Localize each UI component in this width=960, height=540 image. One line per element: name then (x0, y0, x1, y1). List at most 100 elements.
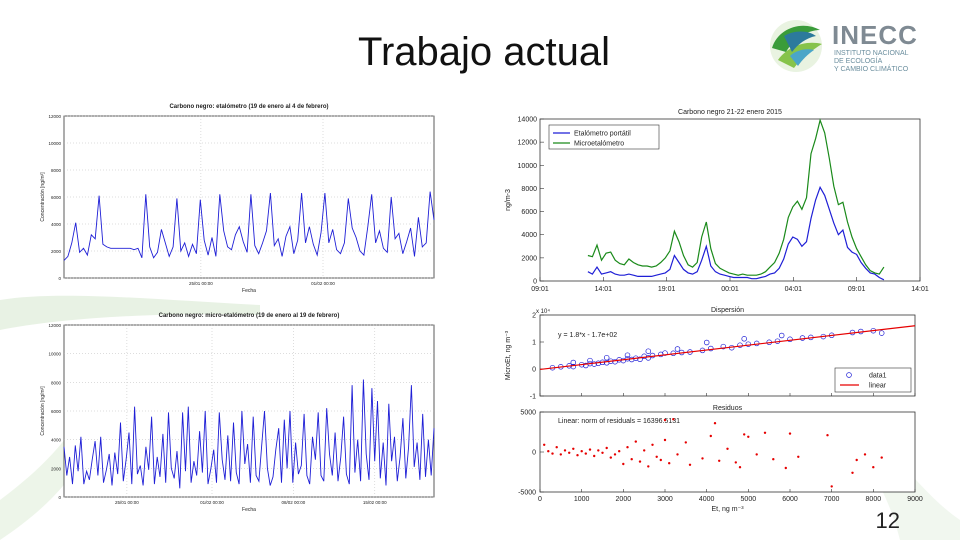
residual-point (709, 434, 712, 438)
y-tick-label: 4000 (521, 232, 537, 239)
residual-point (626, 446, 629, 449)
residual-point (609, 456, 612, 459)
residual-point (622, 462, 625, 466)
y-tick-label: 2000 (51, 466, 62, 471)
scatter-point (570, 359, 577, 366)
logo-line-2: DE ECOLOGÍA (834, 58, 883, 65)
y-axis-label: Concentración [ng/m³] (40, 386, 46, 436)
x-tick-label: 00:01 (721, 286, 739, 293)
fit-line (539, 325, 916, 371)
residual-point (572, 447, 575, 450)
residual-point (580, 450, 583, 453)
x-tick-label: 5000 (741, 496, 757, 503)
residual-norm: Linear: norm of residuals = 16396.5131 (558, 418, 680, 425)
residual-point (555, 446, 558, 449)
x-tick-label: 6000 (782, 496, 798, 503)
residual-point (851, 471, 854, 474)
scatter-point (741, 336, 747, 342)
x-axis-label: Fecha (242, 507, 256, 513)
x-tick-label: 4000 (699, 496, 715, 503)
x-tick-label: 3000 (657, 496, 673, 503)
x-axis-label: Et, ng m⁻³ (711, 506, 744, 513)
scatter-point (591, 361, 597, 367)
y-tick-label: 2 (532, 313, 536, 320)
x-tick-label: 09:01 (848, 286, 866, 293)
legend-swatch (846, 372, 852, 378)
y-tick-label: 8000 (51, 380, 62, 385)
y-tick-label: 6000 (521, 209, 537, 216)
x-tick-label: 09:01 (531, 286, 549, 293)
x-tick-label: 01/02 00:00 (311, 281, 335, 286)
x-tick-label: 9000 (907, 496, 923, 503)
chart-title: Residuos (713, 405, 743, 412)
x-tick-label: 14:01 (595, 286, 613, 293)
y-tick-label: 10000 (48, 352, 61, 357)
residual-point (551, 452, 554, 455)
series-line (63, 191, 435, 261)
residual-point (593, 454, 596, 458)
residual-point (638, 460, 642, 463)
logo-line-3: Y CAMBIO CLIMÁTICO (834, 66, 909, 73)
residual-point (788, 432, 792, 435)
y-axis-label: ng/m-3 (505, 189, 512, 211)
residual-point (743, 433, 746, 436)
chart-title: Carbono negro 21-22 enero 2015 (678, 109, 782, 116)
scatter-point (720, 343, 727, 350)
y-tick-label: 10000 (518, 163, 538, 170)
scatter-point (587, 357, 593, 364)
legend-box (548, 124, 660, 150)
y-tick-label: -1 (530, 394, 536, 401)
residual-point (772, 458, 775, 461)
x-tick-label: 8000 (866, 496, 882, 503)
y-tick-label: 8000 (51, 168, 62, 173)
y-tick-label: 1 (532, 340, 536, 347)
scatter-point (787, 336, 793, 343)
y-tick-label: -5000 (518, 490, 536, 497)
residual-point (688, 463, 692, 466)
logo-line-1: INSTITUTO NACIONAL (834, 50, 909, 57)
residual-point (668, 462, 671, 465)
legend-label: linear (869, 383, 887, 390)
x-tick-label: 25/01 00:00 (115, 500, 139, 505)
plot-area (63, 115, 435, 279)
residual-point (863, 453, 867, 456)
legend-label: Microetalómetro (574, 141, 624, 148)
scatter-point (878, 330, 885, 336)
logo-name: INECC (832, 20, 918, 50)
y-tick-label: 12000 (48, 323, 61, 328)
chart-title: Carbono negro: micro-etalómetro (19 de e… (159, 313, 340, 319)
residual-point (701, 457, 704, 460)
residual-point (826, 434, 829, 437)
residual-point (559, 453, 562, 456)
y-tick-label: 5000 (520, 410, 536, 417)
scatter-point (570, 363, 577, 370)
residual-point (618, 450, 621, 453)
residual-point (784, 466, 787, 470)
x-tick-label: 1000 (574, 496, 590, 503)
residual-point (601, 451, 604, 454)
residual-point (726, 447, 729, 450)
residual-point (797, 455, 800, 458)
residual-point (676, 453, 679, 456)
residual-point (597, 449, 600, 452)
plot-area (63, 324, 435, 498)
series-line (587, 185, 885, 281)
residual-point (763, 431, 767, 434)
residual-point (734, 461, 737, 464)
inecc-logo: INECC INSTITUTO NACIONAL DE ECOLOGÍA Y C… (764, 16, 954, 76)
y-tick-label: 8000 (521, 186, 537, 193)
x-tick-label: 2000 (616, 496, 632, 503)
residual-point (605, 446, 608, 450)
chart-title: Dispersión (711, 307, 744, 314)
scatter-point (603, 354, 610, 361)
y-tick-label: 6000 (51, 409, 62, 414)
y-tick-label: 6000 (51, 195, 62, 200)
chart-dispersion: Dispersión x 10⁴ -1 0 1 2 MicroEt, ng m⁻³ y = 1… (500, 303, 930, 411)
scatter-point (778, 332, 785, 339)
chart-residuos: Residuos -5000 0 5000 0 1000 2000 3000 4000 5000 6… (500, 402, 930, 514)
x-tick-label: 25/01 00:00 (189, 281, 213, 286)
residual-point (568, 451, 571, 454)
y-multiplier: x 10⁴ (536, 308, 550, 315)
x-tick-label: 19:01 (658, 286, 676, 293)
scatter-point (662, 350, 668, 356)
